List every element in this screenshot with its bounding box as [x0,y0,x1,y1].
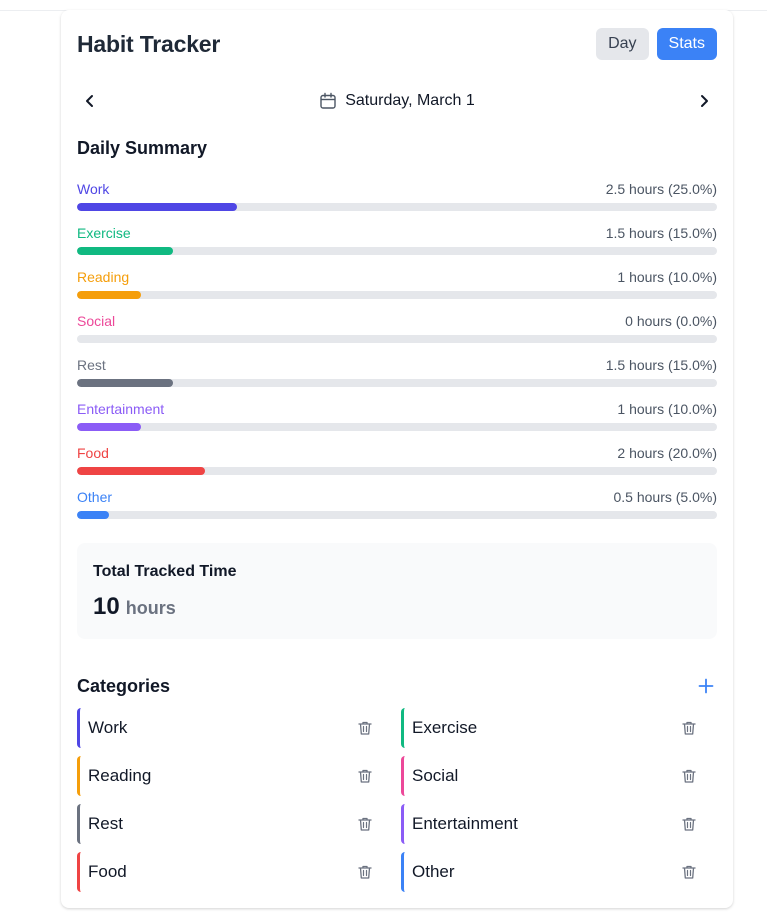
summary-label: Rest [77,357,106,373]
summary-row-social: Social 0 hours (0.0%) [77,312,717,356]
progress-fill [77,423,141,431]
trash-icon [358,817,372,831]
category-item-food[interactable]: Food [77,852,385,892]
summary-row-entertainment: Entertainment 1 hours (10.0%) [77,400,717,444]
delete-category-button[interactable] [355,766,375,786]
summary-label: Entertainment [77,401,165,417]
delete-category-button[interactable] [355,862,375,882]
summary-value: 1.5 hours (15.0%) [605,357,717,373]
delete-category-button[interactable] [679,862,699,882]
day-view-button[interactable]: Day [596,28,649,60]
progress-track [77,335,717,343]
progress-fill [77,291,141,299]
summary-value: 2.5 hours (25.0%) [605,181,717,197]
prev-day-button[interactable] [77,88,103,114]
next-day-button[interactable] [691,88,717,114]
categories-header: Categories [77,673,717,699]
progress-track [77,247,717,255]
summary-row-food: Food 2 hours (20.0%) [77,444,717,488]
total-value: 10 hours [93,593,176,621]
summary-row-reading: Reading 1 hours (10.0%) [77,268,717,312]
total-tracked-time-panel: Total Tracked Time 10 hours [77,543,717,639]
summary-value: 2 hours (20.0%) [617,445,717,461]
delete-category-button[interactable] [355,718,375,738]
delete-category-button[interactable] [679,718,699,738]
category-item-entertainment[interactable]: Entertainment [401,804,709,844]
progress-track [77,467,717,475]
current-date: Saturday, March 1 [319,92,475,110]
category-name: Exercise [412,718,478,737]
delete-category-button[interactable] [679,814,699,834]
progress-track [77,203,717,211]
trash-icon [358,721,372,735]
date-navigation: Saturday, March 1 [77,88,717,114]
summary-row-rest: Rest 1.5 hours (15.0%) [77,356,717,400]
total-number: 10 [93,593,120,620]
summary-row-exercise: Exercise 1.5 hours (15.0%) [77,224,717,268]
progress-fill [77,467,205,475]
calendar-icon [320,92,336,109]
summary-row-work: Work 2.5 hours (25.0%) [77,180,717,224]
progress-track [77,511,717,519]
category-name: Social [412,766,459,785]
category-item-work[interactable]: Work [77,708,385,748]
trash-icon [682,817,696,831]
category-name: Entertainment [412,814,518,833]
total-unit: hours [125,598,176,618]
total-title: Total Tracked Time [93,563,237,580]
category-item-rest[interactable]: Rest [77,804,385,844]
progress-fill [77,511,109,519]
progress-fill [77,379,173,387]
date-text: Saturday, March 1 [345,92,475,109]
summary-value: 1 hours (10.0%) [617,401,717,417]
view-toggle: Day Stats [596,28,717,60]
category-name: Food [88,862,127,881]
trash-icon [358,865,372,879]
summary-value: 1.5 hours (15.0%) [605,225,717,241]
category-item-other[interactable]: Other [401,852,709,892]
habit-tracker-card: Habit Tracker Day Stats Saturday, March … [61,10,733,908]
summary-value: 1 hours (10.0%) [617,269,717,285]
add-category-button[interactable] [695,675,717,697]
header: Habit Tracker Day Stats [77,28,717,60]
app-title: Habit Tracker [77,30,221,57]
daily-summary-list: Work 2.5 hours (25.0%) Exercise 1.5 hours … [77,180,717,532]
category-name: Rest [88,814,123,833]
progress-track [77,291,717,299]
summary-value: 0.5 hours (5.0%) [613,489,718,505]
trash-icon [682,865,696,879]
category-name: Work [88,718,128,737]
categories-title: Categories [77,675,171,696]
plus-icon [698,678,714,694]
trash-icon [682,721,696,735]
summary-label: Other [77,489,113,505]
trash-icon [682,769,696,783]
chevron-right-icon [700,95,708,107]
progress-track [77,379,717,387]
summary-label: Exercise [77,225,131,241]
progress-fill [77,247,173,255]
chevron-left-icon [86,95,93,107]
delete-category-button[interactable] [679,766,699,786]
delete-category-button[interactable] [355,814,375,834]
daily-summary-title: Daily Summary [77,138,208,158]
progress-track [77,423,717,431]
trash-icon [358,769,372,783]
categories-grid: Work Exercise Reading Social Rest Entert… [77,708,717,892]
category-name: Other [412,862,455,881]
category-item-reading[interactable]: Reading [77,756,385,796]
progress-fill [77,203,237,211]
category-name: Reading [88,766,152,785]
summary-row-other: Other 0.5 hours (5.0%) [77,488,717,532]
summary-label: Reading [77,269,130,285]
summary-label: Social [77,313,116,329]
summary-label: Food [77,445,109,461]
summary-label: Work [77,181,110,197]
category-item-exercise[interactable]: Exercise [401,708,709,748]
stats-view-button[interactable]: Stats [656,28,717,60]
summary-value: 0 hours (0.0%) [625,313,717,329]
category-item-social[interactable]: Social [401,756,709,796]
